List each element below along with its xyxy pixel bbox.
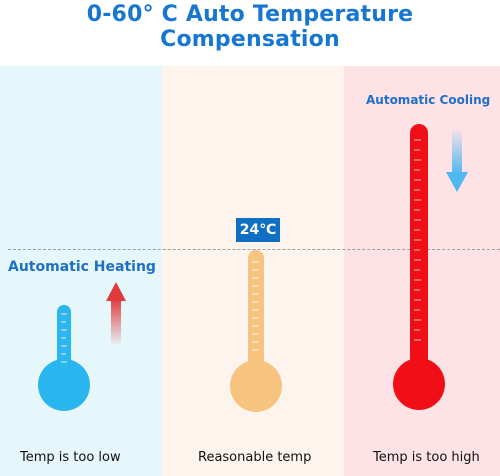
cold-panel	[0, 66, 162, 476]
page-title: 0-60° C Auto Temperature Compensation	[86, 2, 414, 52]
automatic-heating-label: Automatic Heating	[8, 259, 156, 275]
caption-temp-reasonable: Reasonable temp	[198, 450, 312, 465]
reference-dashed-line	[8, 249, 500, 250]
reasonable-temp-badge: 24℃	[236, 218, 280, 242]
up-arrow-icon	[106, 282, 126, 344]
thermometer-warm-icon	[230, 250, 282, 412]
thermometer-hot-icon	[393, 124, 445, 410]
caption-temp-low: Temp is too low	[20, 450, 121, 465]
automatic-cooling-label: Automatic Cooling	[366, 93, 491, 107]
thermometer-cold-icon	[38, 305, 90, 411]
caption-temp-high: Temp is too high	[373, 450, 480, 465]
down-arrow-icon	[446, 130, 468, 192]
